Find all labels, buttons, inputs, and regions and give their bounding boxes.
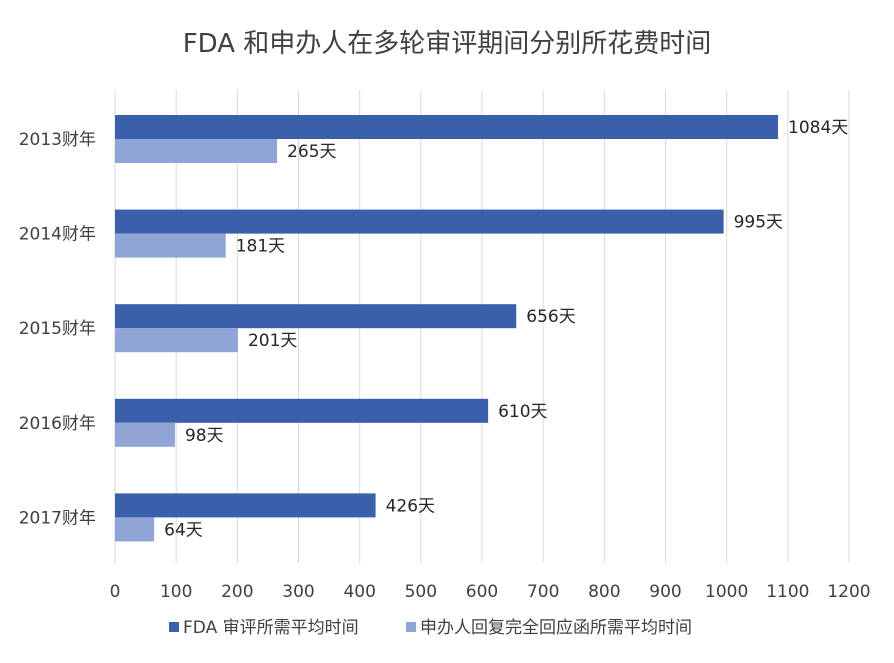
legend-swatch-series-1: [169, 622, 179, 632]
x-tick-label: 800: [588, 582, 620, 602]
bar-series-2-2014财年: [115, 233, 226, 258]
legend-label-series-1: FDA 审评所需平均时间: [183, 618, 359, 638]
label-layer: 1084天 265天 995天 181天 656天 201天 610天 98天 426天 64天: [164, 118, 848, 540]
data-label: 265天: [287, 142, 336, 162]
x-tick-label: 100: [160, 582, 192, 602]
bar-series-1-2016财年: [115, 398, 489, 423]
category-label: 2013财年: [19, 130, 96, 150]
x-tick-label: 300: [282, 582, 314, 602]
bar-series-2-2015财年: [115, 328, 238, 353]
category-label: 2015财年: [19, 319, 96, 339]
data-label: 426天: [386, 496, 435, 516]
data-label: 610天: [498, 402, 547, 422]
x-tick-label: 0: [110, 582, 121, 602]
x-tick-label: 400: [343, 582, 375, 602]
bar-series-2-2017财年: [115, 517, 155, 542]
x-tick-label: 700: [527, 582, 559, 602]
bar-series-2-2016财年: [115, 422, 175, 447]
data-label: 64天: [164, 520, 203, 540]
bar-series-1-2013财年: [115, 115, 779, 139]
legend-label-series-2: 申办人回复完全回应函所需平均时间: [420, 618, 692, 638]
x-tick-label: 900: [649, 582, 681, 602]
data-label: 1084天: [788, 118, 848, 138]
data-label: 995天: [734, 213, 783, 233]
legend-layer: FDA 审评所需平均时间 申办人回复完全回应函所需平均时间: [169, 618, 692, 638]
x-tick-label: 1200: [827, 582, 870, 602]
bar-series-1-2017财年: [115, 493, 376, 518]
category-label: 2014财年: [19, 225, 96, 245]
axis-layer: 0 100 200 300 400 500 600 700 800 900 1000 1100 1200…: [19, 130, 871, 602]
x-tick-label: 1100: [766, 582, 809, 602]
bar-series-2-2013财年: [115, 139, 278, 163]
data-label: 201天: [248, 331, 297, 351]
category-label: 2016财年: [19, 414, 96, 434]
x-tick-label: 200: [221, 582, 253, 602]
bar-layer: [115, 115, 779, 542]
data-label: 181天: [236, 237, 285, 257]
chart-title: FDA 和申办人在多轮审评期间分别所花费时间: [183, 29, 712, 59]
x-tick-label: 1000: [705, 582, 748, 602]
legend-swatch-series-2: [406, 622, 416, 632]
bar-series-1-2015财年: [115, 304, 517, 329]
data-label: 98天: [185, 426, 224, 446]
x-tick-label: 600: [466, 582, 498, 602]
bar-series-1-2014财年: [115, 209, 724, 234]
category-label: 2017财年: [19, 508, 96, 528]
data-label: 656天: [526, 307, 575, 327]
x-tick-label: 500: [405, 582, 437, 602]
